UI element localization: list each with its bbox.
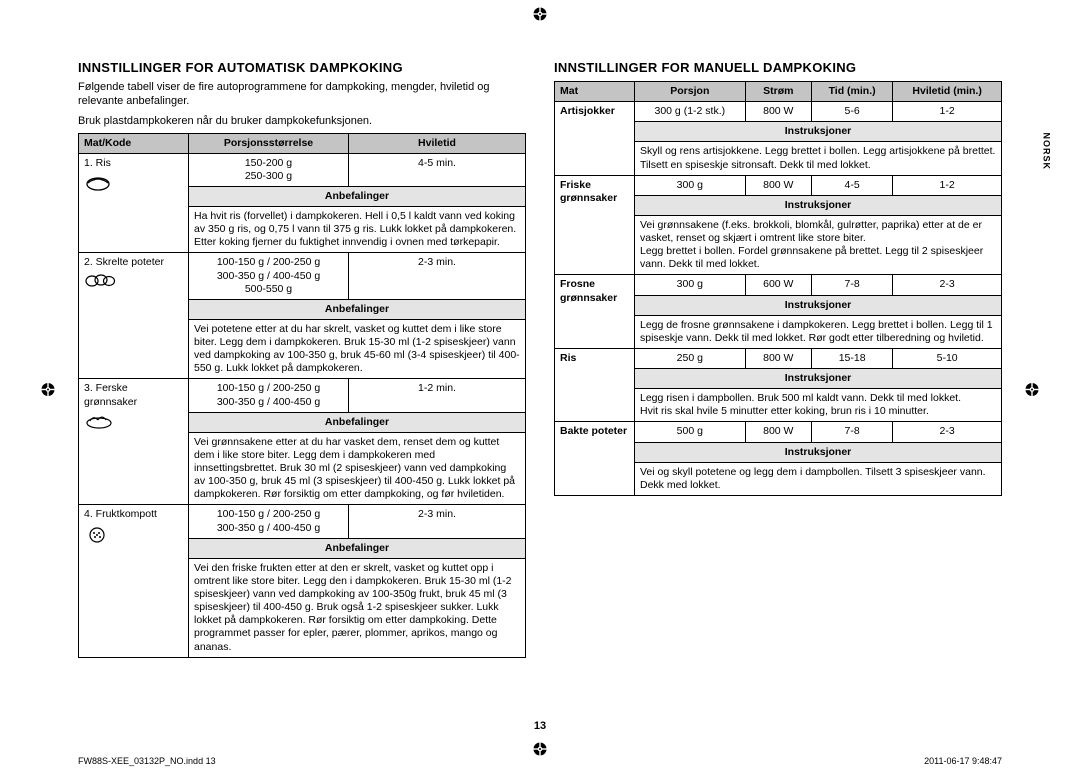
cell-rest: 2-3 min. [349, 505, 526, 538]
table-row: 4. Fruktkompott 100-150 g / 200-250 g 30… [79, 505, 526, 538]
cell-name: Bakte poteter [555, 422, 635, 496]
th-hviletid: Hviletid (min.) [893, 82, 1002, 102]
registration-mark-top [532, 6, 548, 25]
cell-rest: 1-2 min. [349, 379, 526, 412]
table-manual-steaming: Mat Porsjon Strøm Tid (min.) Hviletid (m… [554, 81, 1002, 496]
row-name: 1. Ris [84, 157, 111, 169]
cell-portion: 100-150 g / 200-250 g 300-350 g / 400-45… [189, 505, 349, 538]
page-content: INNSTILLINGER FOR AUTOMATISK DAMPKOKING … [78, 60, 1002, 712]
cell-portion: 500 g [635, 422, 746, 442]
potatoes-icon [84, 272, 116, 292]
cell-instr: Vei grønnsakene (f.eks. brokkoli, blomkå… [635, 215, 1002, 275]
cell-portion: 250 g [635, 348, 746, 368]
intro-auto-2: Bruk plastdampkokeren når du bruker damp… [78, 115, 526, 127]
th-anbef: Anbefalinger [189, 412, 526, 432]
table-row: 3. Ferske grønnsaker 100-150 g / 200-250… [79, 379, 526, 412]
cell-rest: 2-3 [893, 422, 1002, 442]
cell-instr: Vei og skyll potetene og legg dem i damp… [635, 462, 1002, 495]
registration-mark-bottom [532, 741, 548, 760]
cell-rest: 1-2 [893, 102, 1002, 122]
th-anbef: Anbefalinger [189, 538, 526, 558]
table-row: Bakte poteter 500 g 800 W 7-8 2-3 [555, 422, 1002, 442]
cell-anbef: Vei potetene etter at du har skrelt, vas… [189, 319, 526, 379]
cell-rest: 2-3 [893, 275, 1002, 295]
th-instr: Instruksjoner [635, 195, 1002, 215]
th-instr: Instruksjoner [635, 369, 1002, 389]
cell-instr: Legg risen i dampbollen. Bruk 500 ml kal… [635, 389, 1002, 422]
cell-time: 7-8 [812, 422, 893, 442]
heading-auto: INNSTILLINGER FOR AUTOMATISK DAMPKOKING [78, 60, 526, 75]
table-row: Frosne grønnsaker 300 g 600 W 7-8 2-3 [555, 275, 1002, 295]
cell-anbef: Vei den friske frukten etter at den er s… [189, 558, 526, 657]
cell-power: 800 W [745, 348, 811, 368]
th-anbef: Anbefalinger [189, 299, 526, 319]
th-hviletid: Hviletid [349, 133, 526, 153]
cell-name: 3. Ferske grønnsaker [79, 379, 189, 505]
footer-timestamp: 2011-06-17 9:48:47 [924, 756, 1002, 766]
row-name: 2. Skrelte poteter [84, 256, 164, 268]
fruit-icon [84, 524, 110, 548]
heading-manual: INNSTILLINGER FOR MANUELL DAMPKOKING [554, 60, 1002, 75]
cell-rest: 1-2 [893, 175, 1002, 195]
th-anbef: Anbefalinger [189, 186, 526, 206]
cell-rest: 4-5 min. [349, 153, 526, 186]
cell-power: 800 W [745, 422, 811, 442]
cell-portion: 300 g [635, 175, 746, 195]
cell-time: 7-8 [812, 275, 893, 295]
side-language-label: NORSK [1042, 132, 1052, 170]
rice-bowl-icon [84, 172, 112, 196]
row-name: 4. Fruktkompott [84, 508, 157, 520]
cell-time: 4-5 [812, 175, 893, 195]
cell-time: 5-6 [812, 102, 893, 122]
cell-name: Frosne grønnsaker [555, 275, 635, 349]
page-number: 13 [534, 720, 546, 732]
cell-portion: 100-150 g / 200-250 g 300-350 g / 400-45… [189, 253, 349, 299]
table-header-row: Mat Porsjon Strøm Tid (min.) Hviletid (m… [555, 82, 1002, 102]
cell-power: 600 W [745, 275, 811, 295]
cell-name: Friske grønnsaker [555, 175, 635, 275]
th-porsjon: Porsjon [635, 82, 746, 102]
cell-rest: 5-10 [893, 348, 1002, 368]
cell-name: Ris [555, 348, 635, 422]
cell-anbef: Vei grønnsakene etter at du har vasket d… [189, 432, 526, 505]
table-row: Artisjokker 300 g (1-2 stk.) 800 W 5-6 1… [555, 102, 1002, 122]
table-row: 1. Ris 150-200 g 250-300 g 4-5 min. [79, 153, 526, 186]
cell-portion: 150-200 g 250-300 g [189, 153, 349, 186]
row-name: 3. Ferske grønnsaker [84, 382, 137, 407]
th-porsjon: Porsjonsstørrelse [189, 133, 349, 153]
cell-portion: 300 g (1-2 stk.) [635, 102, 746, 122]
cell-power: 800 W [745, 102, 811, 122]
table-header-row: Mat/Kode Porsjonsstørrelse Hviletid [79, 133, 526, 153]
cell-portion: 300 g [635, 275, 746, 295]
th-instr: Instruksjoner [635, 122, 1002, 142]
table-row: Ris 250 g 800 W 15-18 5-10 [555, 348, 1002, 368]
th-instr: Instruksjoner [635, 442, 1002, 462]
right-column: INNSTILLINGER FOR MANUELL DAMPKOKING Mat… [554, 60, 1002, 712]
table-auto-steaming: Mat/Kode Porsjonsstørrelse Hviletid 1. R… [78, 133, 526, 658]
cell-name: Artisjokker [555, 102, 635, 176]
cell-instr: Skyll og rens artisjokkene. Legg brettet… [635, 142, 1002, 175]
registration-mark-left [40, 382, 56, 401]
registration-mark-right [1024, 382, 1040, 401]
cell-anbef: Ha hvit ris (forvellet) i dampkokeren. H… [189, 207, 526, 253]
th-tid: Tid (min.) [812, 82, 893, 102]
left-column: INNSTILLINGER FOR AUTOMATISK DAMPKOKING … [78, 60, 526, 712]
cell-name: 4. Fruktkompott [79, 505, 189, 657]
cell-name: 1. Ris [79, 153, 189, 253]
vegetables-icon [84, 411, 114, 433]
cell-power: 800 W [745, 175, 811, 195]
th-mat: Mat [555, 82, 635, 102]
cell-rest: 2-3 min. [349, 253, 526, 299]
table-row: Friske grønnsaker 300 g 800 W 4-5 1-2 [555, 175, 1002, 195]
table-row: 2. Skrelte poteter 100-150 g / 200-250 g… [79, 253, 526, 299]
footer-filename: FW88S-XEE_03132P_NO.indd 13 [78, 756, 216, 766]
cell-portion: 100-150 g / 200-250 g 300-350 g / 400-45… [189, 379, 349, 412]
cell-time: 15-18 [812, 348, 893, 368]
cell-instr: Legg de frosne grønnsakene i dampkokeren… [635, 315, 1002, 348]
cell-name: 2. Skrelte poteter [79, 253, 189, 379]
th-mat-kode: Mat/Kode [79, 133, 189, 153]
th-instr: Instruksjoner [635, 295, 1002, 315]
th-strom: Strøm [745, 82, 811, 102]
intro-auto-1: Følgende tabell viser de fire autoprogra… [78, 81, 526, 109]
